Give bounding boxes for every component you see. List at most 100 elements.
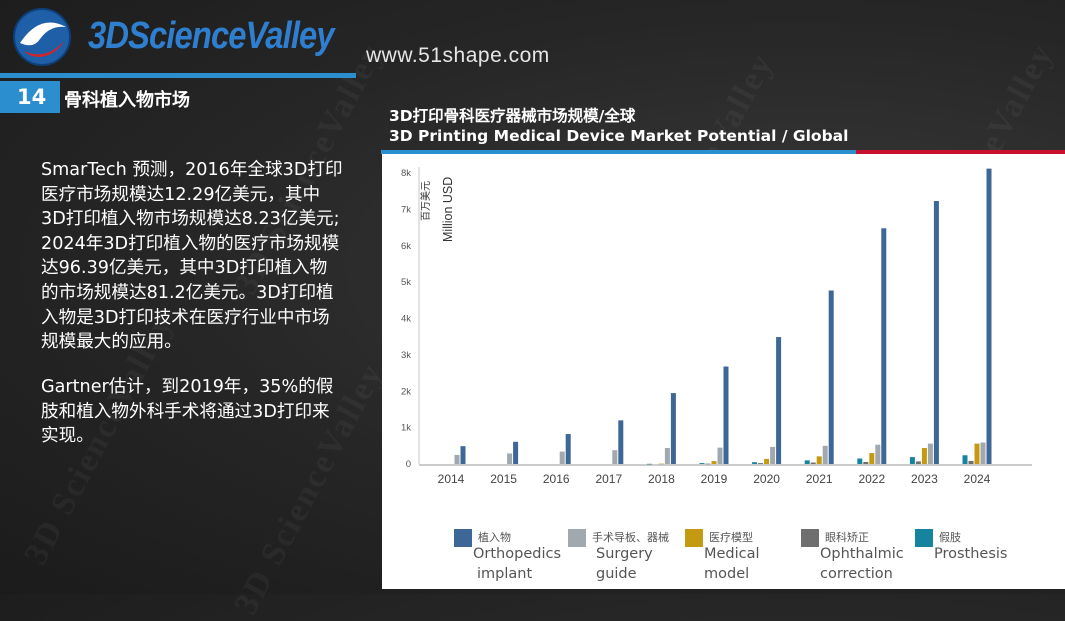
bar — [915, 461, 921, 464]
bar — [699, 463, 705, 464]
bar — [670, 393, 676, 464]
bar — [460, 446, 466, 464]
x-tick-label: 2019 — [701, 472, 728, 486]
bar — [828, 290, 834, 464]
bar — [857, 458, 863, 464]
bar — [559, 451, 565, 464]
legend-swatch — [568, 529, 586, 547]
bar — [986, 168, 992, 464]
bar-chart: 0 1k 2k 3k 4k 5k 6k 7k 8k 百万美元 Million USD 2014 2015… — [401, 167, 1032, 486]
y-tick-label: 6k — [401, 241, 411, 252]
x-tick-label: 2015 — [490, 472, 517, 486]
x-tick-label: 2022 — [858, 472, 885, 486]
bar — [513, 441, 519, 464]
legend-label-cn: 植入物 — [478, 531, 511, 544]
chart-title-en: 3D Printing Medical Device Market Potent… — [389, 127, 849, 145]
x-tick-label: 2014 — [438, 472, 465, 486]
bar — [980, 442, 986, 464]
header-divider — [0, 73, 356, 78]
y-tick-label: 0 — [406, 459, 411, 470]
text-line: 的市场规模达81.2亿美元。3D打印植 — [41, 282, 334, 303]
bar — [776, 337, 782, 464]
chart-panel: 0 1k 2k 3k 4k 5k 6k 7k 8k 百万美元 Million USD 2014 2015… — [382, 154, 1065, 589]
legend-swatch — [801, 529, 819, 547]
bar — [752, 462, 758, 464]
paragraph-gartner: Gartner估计，到2019年，35%的假 肢和植入物外科手术将通过3D打印来… — [41, 375, 386, 449]
bar — [618, 420, 624, 464]
bar — [909, 457, 915, 464]
bar — [804, 460, 810, 464]
text-line: 规模最大的应用。 — [41, 332, 182, 353]
legend-label-cn: 眼科矫正 — [825, 531, 869, 544]
text-line: 3D打印植入物市场规模达8.23亿美元; — [41, 209, 340, 230]
brand-logo: 3DScienceValley — [10, 5, 335, 69]
bar — [933, 201, 939, 464]
bar — [968, 460, 974, 464]
logo-wordmark: 3DScienceValley — [88, 15, 335, 57]
bar — [705, 463, 711, 465]
x-tick-label: 2020 — [753, 472, 780, 486]
text-line: Gartner估计，到2019年，35%的假 — [41, 377, 334, 397]
chart-title: 3D打印骨科医疗器械市场规模/全球 3D Printing Medical De… — [389, 106, 848, 146]
text-line: 2024年3D打印植入物的医疗市场规模 — [41, 233, 340, 254]
bar — [869, 453, 875, 464]
section-number: 14 — [0, 81, 60, 113]
bar — [612, 450, 618, 464]
legend-label-en: Orthopedics implant — [473, 546, 562, 582]
text-line: 医疗市场规模达12.29亿美元，其中 — [41, 184, 321, 205]
bar — [758, 463, 764, 464]
legend-label-cn: 手术导板、器械 — [592, 531, 669, 544]
bar — [810, 462, 816, 464]
section-title: 骨科植入物市场 — [64, 90, 190, 111]
bar — [974, 443, 980, 464]
bar — [881, 228, 887, 464]
bar — [875, 444, 881, 464]
y-axis-label-en: Million USD — [441, 177, 455, 242]
legend-label-cn: 医疗模型 — [709, 531, 753, 544]
bar — [723, 366, 729, 464]
x-tick-label: 2021 — [806, 472, 833, 486]
x-tick-label: 2016 — [543, 472, 570, 486]
x-tick-label: 2018 — [648, 472, 675, 486]
y-axis-label-cn: 百万美元 — [419, 181, 432, 221]
bar — [454, 454, 460, 464]
site-url: www.51shape.com — [366, 44, 550, 67]
text-line: 实现。 — [41, 426, 94, 447]
globe-icon — [13, 8, 71, 66]
bar — [822, 445, 828, 464]
text-line: 达96.39亿美元，其中3D打印植入物 — [41, 258, 328, 279]
x-tick-label: 2023 — [911, 472, 938, 486]
bar — [921, 447, 927, 464]
bar — [770, 446, 776, 464]
x-tick-label: 2017 — [595, 472, 622, 486]
bar — [664, 447, 670, 464]
y-tick-label: 4k — [401, 314, 411, 325]
legend-swatch — [915, 529, 933, 547]
bar — [863, 461, 869, 464]
legend-label-cn: 假肢 — [939, 531, 961, 544]
y-tick-label: 8k — [401, 168, 411, 179]
y-tick-label: 1k — [401, 423, 411, 434]
legend-label-en: Prosthesis — [934, 546, 1008, 562]
y-tick-label: 7k — [401, 204, 411, 215]
y-tick-label: 3k — [401, 350, 411, 361]
bar — [565, 434, 571, 464]
legend-swatch — [454, 529, 472, 547]
chart-title-cn: 3D打印骨科医疗器械市场规模/全球 — [389, 107, 636, 125]
y-tick-label: 2k — [401, 386, 411, 397]
paragraph-forecast: SmarTech 预测，2016年全球3D打印 医疗市场规模达12.29亿美元，… — [41, 158, 386, 355]
bar — [507, 453, 513, 464]
bar — [927, 443, 933, 464]
text-line: 入物是3D打印技术在医疗行业中市场 — [41, 307, 330, 328]
legend-label-en: Ophthalmic correction — [820, 546, 904, 582]
bar — [764, 458, 770, 464]
legend-swatch — [685, 529, 703, 547]
x-tick-label: 2024 — [964, 472, 991, 486]
y-tick-label: 5k — [401, 277, 411, 288]
legend-label-en: Medical model — [704, 546, 760, 582]
title-underline-blue — [381, 150, 856, 154]
text-line: 肢和植入物外科手术将通过3D打印来 — [41, 401, 330, 422]
bar — [816, 456, 822, 464]
text-line: SmarTech 预测，2016年全球3D打印 — [41, 160, 343, 180]
bar — [711, 461, 717, 464]
